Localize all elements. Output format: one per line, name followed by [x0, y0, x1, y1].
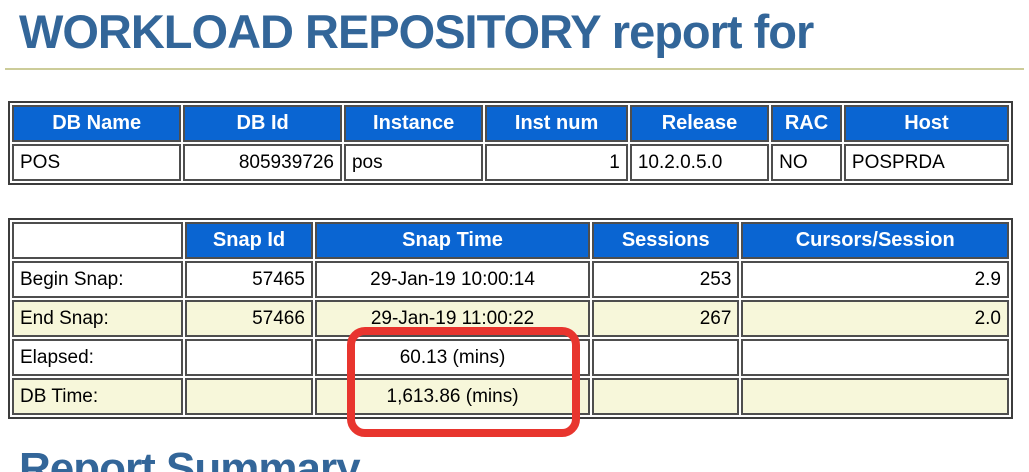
section-heading-report-summary: Report Summary [19, 444, 361, 472]
column-header-db-id: DB Id [183, 105, 342, 142]
column-header-instance: Instance [343, 105, 484, 142]
sessions-cell [592, 378, 740, 415]
column-header-release: Release [629, 105, 770, 142]
db-time-row: DB Time: 1,613.86 (mins) [12, 378, 1009, 415]
column-header-rac: RAC [771, 105, 842, 142]
title-underline-rule [5, 68, 1024, 70]
snap-id-cell: 57466 [185, 300, 313, 337]
column-header-host: Host [843, 105, 1009, 142]
db-name-cell: POS [12, 144, 182, 181]
page-title: WORKLOAD REPOSITORY report for [19, 5, 814, 58]
end-snap-row: End Snap: 57466 29-Jan-19 11:00:22 267 2… [12, 300, 1009, 337]
db-time-cell: 1,613.86 (mins) [314, 378, 591, 415]
host-cell: POSPRDA [843, 144, 1009, 181]
column-header-sessions: Sessions [592, 222, 740, 259]
cursors-session-cell [741, 378, 1009, 415]
elapsed-row: Elapsed: 60.13 (mins) [12, 339, 1009, 376]
begin-snap-row: Begin Snap: 57465 29-Jan-19 10:00:14 253… [12, 261, 1009, 298]
snap-id-cell [185, 339, 313, 376]
release-cell: 10.2.0.5.0 [629, 144, 770, 181]
column-header-blank [12, 222, 184, 259]
db-info-header-row: DB Name DB Id Instance Inst num Release … [12, 105, 1009, 142]
column-header-snap-id: Snap Id [185, 222, 313, 259]
snap-time-cell: 29-Jan-19 10:00:14 [314, 261, 591, 298]
db-id-cell: 805939726 [183, 144, 342, 181]
rac-cell: NO [771, 144, 842, 181]
column-header-inst-num: Inst num [485, 105, 628, 142]
row-label: DB Time: [12, 378, 184, 415]
sessions-cell: 267 [592, 300, 740, 337]
snap-id-cell: 57465 [185, 261, 313, 298]
sessions-cell: 253 [592, 261, 740, 298]
row-label: End Snap: [12, 300, 184, 337]
snapshot-header-row: Snap Id Snap Time Sessions Cursors/Sessi… [12, 222, 1009, 259]
cursors-session-cell: 2.9 [741, 261, 1009, 298]
column-header-snap-time: Snap Time [314, 222, 591, 259]
inst-num-cell: 1 [485, 144, 628, 181]
cursors-session-cell: 2.0 [741, 300, 1009, 337]
column-header-db-name: DB Name [12, 105, 182, 142]
db-info-data-row: POS 805939726 pos 1 10.2.0.5.0 NO POSPRD… [12, 144, 1009, 181]
row-label: Elapsed: [12, 339, 184, 376]
snap-time-cell: 29-Jan-19 11:00:22 [314, 300, 591, 337]
cursors-session-cell [741, 339, 1009, 376]
sessions-cell [592, 339, 740, 376]
column-header-cursors-session: Cursors/Session [741, 222, 1009, 259]
snapshot-table: Snap Id Snap Time Sessions Cursors/Sessi… [8, 218, 1013, 419]
snap-id-cell [185, 378, 313, 415]
row-label: Begin Snap: [12, 261, 184, 298]
db-info-table: DB Name DB Id Instance Inst num Release … [8, 101, 1013, 185]
instance-cell: pos [343, 144, 484, 181]
elapsed-time-cell: 60.13 (mins) [314, 339, 591, 376]
